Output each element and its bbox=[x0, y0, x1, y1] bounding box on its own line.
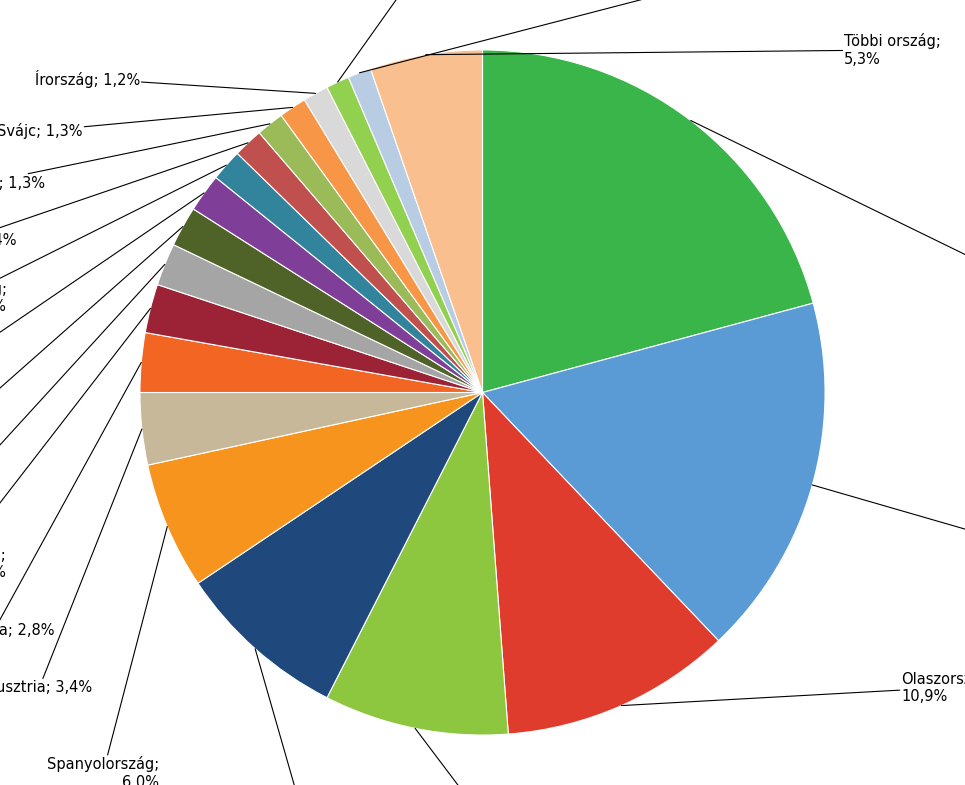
Text: Portugália; 2,8%: Portugália; 2,8% bbox=[0, 363, 141, 638]
Wedge shape bbox=[140, 392, 482, 466]
Wedge shape bbox=[260, 115, 482, 392]
Text: Görögország;
1,1%: Görögország; 1,1% bbox=[359, 0, 789, 73]
Text: Csehország;
1,5%: Csehország; 1,5% bbox=[0, 165, 226, 314]
Text: Magyarország;
2,3%: Magyarország; 2,3% bbox=[0, 309, 151, 580]
Wedge shape bbox=[216, 153, 482, 392]
Wedge shape bbox=[174, 209, 482, 392]
Wedge shape bbox=[327, 77, 482, 392]
Text: Többi ország;
5,3%: Többi ország; 5,3% bbox=[426, 33, 941, 67]
Wedge shape bbox=[281, 100, 482, 392]
Wedge shape bbox=[482, 392, 719, 734]
Text: Franciaország;
17,1%: Franciaország; 17,1% bbox=[813, 485, 965, 575]
Text: Olaszország;
10,9%: Olaszország; 10,9% bbox=[621, 670, 965, 706]
Text: Ausztria; 3,4%: Ausztria; 3,4% bbox=[0, 429, 142, 695]
Text: Nagy-Britannia;
8,1%: Nagy-Britannia; 8,1% bbox=[245, 648, 359, 785]
Wedge shape bbox=[304, 87, 482, 392]
Wedge shape bbox=[146, 285, 482, 392]
Wedge shape bbox=[371, 50, 482, 392]
Wedge shape bbox=[348, 69, 482, 392]
Text: Dánia; 1,1%: Dánia; 1,1% bbox=[338, 0, 480, 82]
Wedge shape bbox=[482, 50, 813, 392]
Wedge shape bbox=[198, 392, 482, 698]
Text: Németország;
20,8%: Németország; 20,8% bbox=[691, 121, 965, 305]
Text: Finnország; 1,3%: Finnország; 1,3% bbox=[0, 124, 270, 192]
Text: Belgium; 1,4%: Belgium; 1,4% bbox=[0, 143, 248, 248]
Text: Írország; 1,2%: Írország; 1,2% bbox=[35, 70, 316, 93]
Text: Svédország;
2,0%: Svédország; 2,0% bbox=[0, 265, 165, 514]
Text: Hollandia; 1,8%: Hollandia; 1,8% bbox=[0, 193, 205, 381]
Wedge shape bbox=[237, 133, 482, 392]
Text: Spanyolország;
6,0%: Spanyolország; 6,0% bbox=[46, 527, 167, 785]
Wedge shape bbox=[140, 333, 482, 392]
Wedge shape bbox=[157, 245, 482, 392]
Text: Svájc; 1,3%: Svájc; 1,3% bbox=[0, 108, 292, 139]
Wedge shape bbox=[327, 392, 509, 735]
Text: Lengyelország;
8,7%: Lengyelország; 8,7% bbox=[415, 728, 547, 785]
Wedge shape bbox=[148, 392, 482, 583]
Text: Norvégia; 1,9%: Norvégia; 1,9% bbox=[0, 227, 182, 448]
Wedge shape bbox=[482, 303, 825, 641]
Wedge shape bbox=[193, 177, 482, 392]
